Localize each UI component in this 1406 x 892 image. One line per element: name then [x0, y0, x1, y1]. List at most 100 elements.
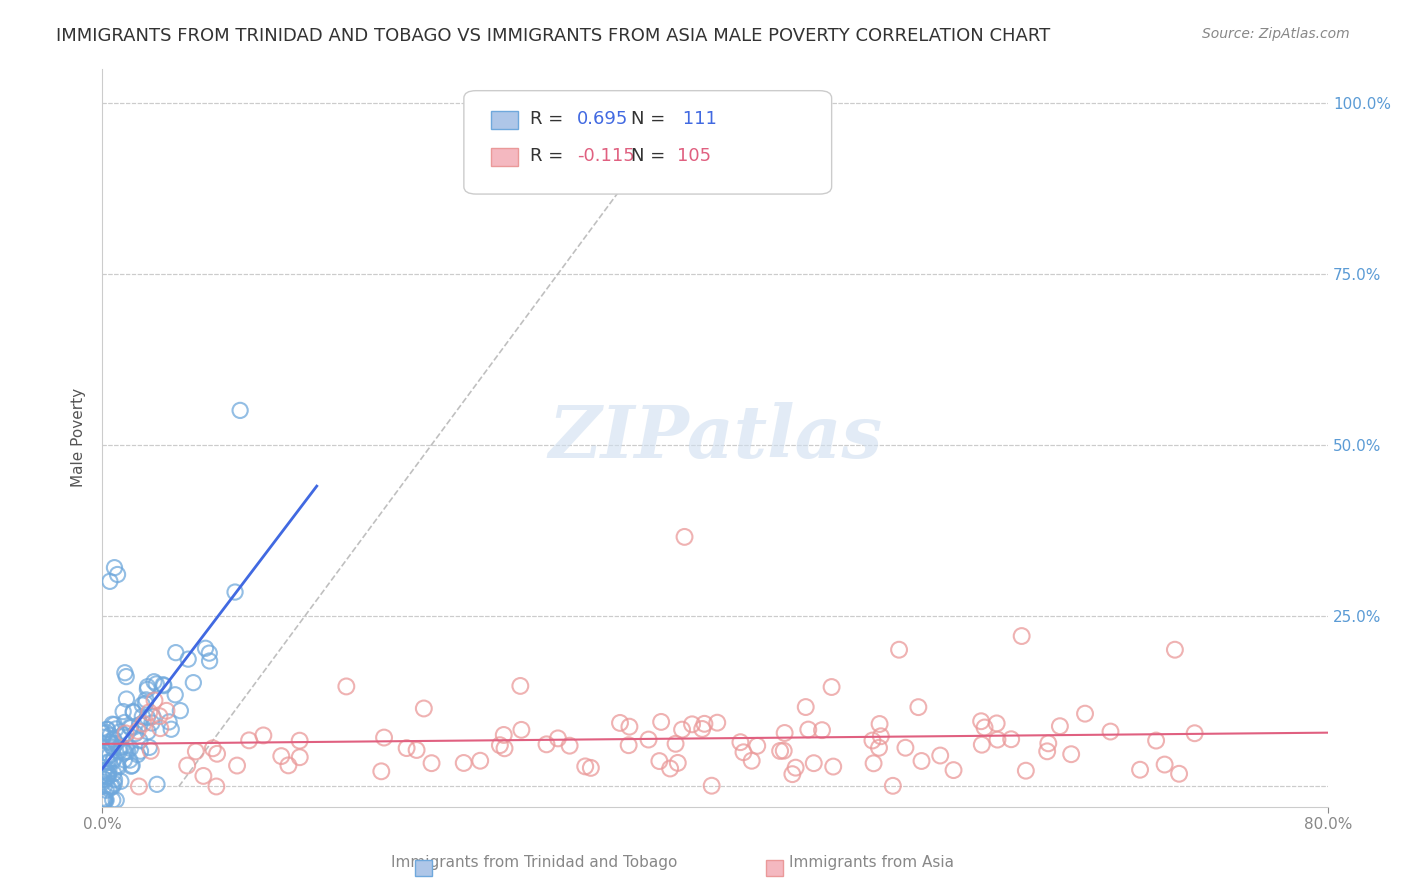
Point: [1164, 642, 1187, 657]
Point: [869, 729, 891, 743]
Point: [205, 780, 228, 794]
Point: [201, 741, 224, 756]
Point: [138, 706, 160, 720]
Point: [91, 726, 114, 740]
Point: [149, 721, 172, 735]
Point: [120, 759, 142, 773]
Point: [177, 652, 200, 666]
Point: [93, 793, 115, 807]
Point: [107, 760, 129, 774]
Point: [139, 744, 162, 758]
Point: [103, 766, 125, 780]
Point: [138, 740, 160, 755]
Point: [252, 728, 274, 742]
Point: [97, 735, 120, 749]
Point: [143, 674, 166, 689]
Point: [129, 733, 152, 747]
Point: [169, 704, 191, 718]
Point: [395, 741, 418, 756]
Text: N =: N =: [630, 111, 671, 128]
Point: [110, 774, 132, 789]
Point: [942, 763, 965, 777]
Point: [142, 709, 165, 723]
Point: [671, 723, 693, 737]
Point: [108, 724, 131, 739]
Point: [420, 756, 443, 771]
Point: [112, 753, 135, 767]
Point: [165, 646, 187, 660]
Point: [160, 723, 183, 737]
Point: [103, 752, 125, 766]
Point: [910, 754, 932, 768]
Point: [176, 758, 198, 772]
Point: [122, 706, 145, 720]
Point: [823, 759, 845, 773]
Point: [659, 762, 682, 776]
Point: [103, 731, 125, 746]
Point: [986, 732, 1008, 747]
Point: [104, 736, 127, 750]
Point: [93, 774, 115, 789]
Point: [96, 723, 118, 737]
Point: [94, 746, 117, 760]
Text: 111: 111: [678, 111, 717, 128]
Point: [184, 744, 207, 758]
Point: [100, 780, 122, 794]
Point: [114, 745, 136, 759]
Point: [574, 759, 596, 773]
Point: [135, 693, 157, 707]
Point: [97, 770, 120, 784]
Point: [141, 716, 163, 731]
Point: [510, 723, 533, 737]
Point: [492, 728, 515, 742]
Point: [93, 793, 115, 807]
Point: [94, 793, 117, 807]
Point: [1000, 732, 1022, 747]
Point: [706, 715, 728, 730]
Point: [132, 716, 155, 731]
Point: [747, 739, 769, 753]
Point: [103, 776, 125, 790]
Point: [152, 678, 174, 692]
Text: Immigrants from Trinidad and Tobago: Immigrants from Trinidad and Tobago: [391, 855, 678, 870]
Point: [98, 781, 121, 796]
Point: [115, 670, 138, 684]
Point: [101, 780, 124, 794]
Point: [107, 567, 129, 582]
Point: [128, 717, 150, 731]
Point: [93, 772, 115, 787]
Point: [165, 688, 187, 702]
Point: [94, 793, 117, 807]
Point: [730, 735, 752, 749]
Point: [650, 714, 672, 729]
Point: [681, 717, 703, 731]
Text: R =: R =: [530, 147, 569, 165]
Text: ZIPatlas: ZIPatlas: [548, 402, 882, 474]
Point: [91, 748, 114, 763]
Point: [198, 646, 221, 660]
Point: [536, 737, 558, 751]
Point: [1074, 706, 1097, 721]
Point: [453, 756, 475, 770]
Point: [773, 726, 796, 740]
Point: [1153, 757, 1175, 772]
Point: [193, 769, 215, 783]
Text: 0.695: 0.695: [576, 111, 628, 128]
Point: [929, 748, 952, 763]
Point: [637, 732, 659, 747]
Point: [803, 756, 825, 771]
Point: [693, 716, 716, 731]
FancyBboxPatch shape: [464, 91, 831, 194]
Point: [1038, 736, 1060, 750]
Point: [470, 754, 492, 768]
Point: [105, 793, 128, 807]
Point: [96, 723, 118, 737]
Point: [121, 758, 143, 772]
Text: Source: ZipAtlas.com: Source: ZipAtlas.com: [1202, 27, 1350, 41]
Point: [288, 750, 311, 764]
Point: [494, 741, 516, 756]
Point: [619, 720, 641, 734]
Point: [136, 724, 159, 739]
Text: R =: R =: [530, 111, 569, 128]
Point: [108, 744, 131, 758]
